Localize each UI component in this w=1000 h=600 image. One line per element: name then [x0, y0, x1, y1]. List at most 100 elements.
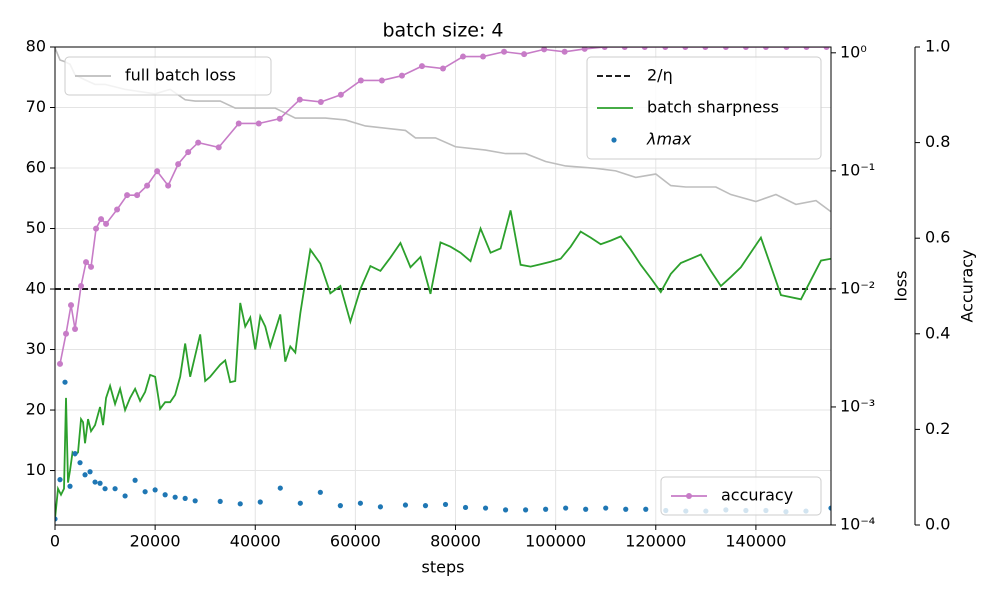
y2-tick-label: 10⁰	[840, 42, 867, 61]
legend-label: full batch loss	[125, 66, 236, 85]
point	[98, 216, 105, 223]
point	[103, 220, 110, 227]
point	[641, 47, 648, 50]
point	[172, 494, 178, 500]
y2-tick-label: 10⁻²	[840, 278, 875, 297]
point	[195, 139, 202, 146]
y3-tick-label: 1.0	[925, 37, 950, 56]
point	[501, 48, 508, 55]
point	[237, 501, 243, 507]
y2-tick-label: 10⁻⁴	[840, 515, 875, 534]
point	[460, 53, 467, 60]
x-tick-label: 140000	[725, 532, 786, 551]
legend-label: accuracy	[721, 486, 793, 505]
point	[337, 91, 344, 98]
plot-frame	[54, 46, 832, 526]
point	[742, 47, 749, 50]
point	[480, 53, 487, 60]
legend-box	[64, 56, 272, 96]
point	[154, 168, 161, 175]
series-line	[55, 210, 831, 520]
y-tick-label: 30	[26, 339, 46, 358]
point	[217, 498, 223, 505]
point	[235, 120, 242, 127]
point	[122, 493, 128, 499]
legend-box	[586, 56, 822, 160]
y-tick-label: 70	[26, 97, 46, 116]
point	[402, 502, 409, 508]
point	[162, 492, 168, 498]
point	[357, 77, 364, 84]
legend-box	[660, 476, 822, 516]
point	[215, 144, 222, 151]
point	[255, 120, 262, 127]
point	[87, 469, 93, 475]
y-tick-label: 60	[26, 158, 46, 177]
legend-swatch	[611, 137, 617, 143]
point	[82, 472, 88, 478]
x-tick-label: 0	[50, 532, 60, 551]
point	[762, 47, 769, 50]
y3-tick-label: 0.2	[925, 419, 950, 438]
point	[185, 149, 192, 156]
x-tick-label: 60000	[330, 532, 381, 551]
point	[623, 506, 629, 512]
point	[152, 487, 158, 493]
point	[722, 47, 729, 50]
x-tick-label: 100000	[525, 532, 586, 551]
point	[296, 96, 303, 103]
point	[134, 192, 141, 199]
y-tick-label: 50	[26, 218, 46, 237]
x-tick-label: 120000	[625, 532, 686, 551]
point	[521, 51, 528, 58]
point	[257, 499, 263, 505]
point	[93, 225, 100, 232]
point	[92, 479, 98, 485]
point	[72, 451, 78, 457]
point	[83, 259, 90, 266]
point	[440, 65, 446, 72]
point	[317, 489, 323, 495]
point	[277, 485, 283, 491]
x-axis-label: steps	[422, 558, 465, 577]
point	[523, 507, 529, 513]
point	[55, 516, 58, 522]
point	[643, 506, 649, 512]
y3-tick-label: 0.0	[925, 515, 950, 534]
point	[132, 477, 138, 483]
point	[142, 489, 148, 495]
point	[182, 495, 188, 501]
point	[57, 360, 64, 367]
y-tick-label: 40	[26, 279, 46, 298]
y-tick-label: 20	[26, 400, 46, 419]
point	[422, 503, 429, 509]
legend-label: 2/η	[647, 66, 673, 85]
point	[102, 486, 108, 492]
point	[67, 483, 73, 489]
chart-title: batch size: 4	[382, 20, 503, 42]
point	[603, 505, 609, 511]
point	[828, 505, 831, 511]
point	[418, 63, 425, 70]
point	[63, 330, 70, 337]
point	[112, 486, 118, 492]
y2-tick-label: 10⁻³	[840, 396, 875, 415]
point	[583, 506, 589, 512]
point	[78, 283, 85, 289]
point	[144, 182, 151, 189]
point	[662, 47, 669, 50]
point	[377, 504, 384, 510]
point	[541, 47, 548, 53]
point	[114, 206, 121, 213]
point	[165, 182, 172, 189]
point	[192, 498, 198, 504]
point	[97, 480, 103, 486]
y2-axis-label: loss	[892, 271, 911, 302]
point	[88, 263, 95, 270]
point	[124, 192, 131, 199]
point	[823, 47, 830, 50]
point	[682, 47, 689, 50]
point	[378, 77, 385, 84]
point	[62, 379, 68, 385]
y-tick-label: 10	[26, 460, 46, 479]
